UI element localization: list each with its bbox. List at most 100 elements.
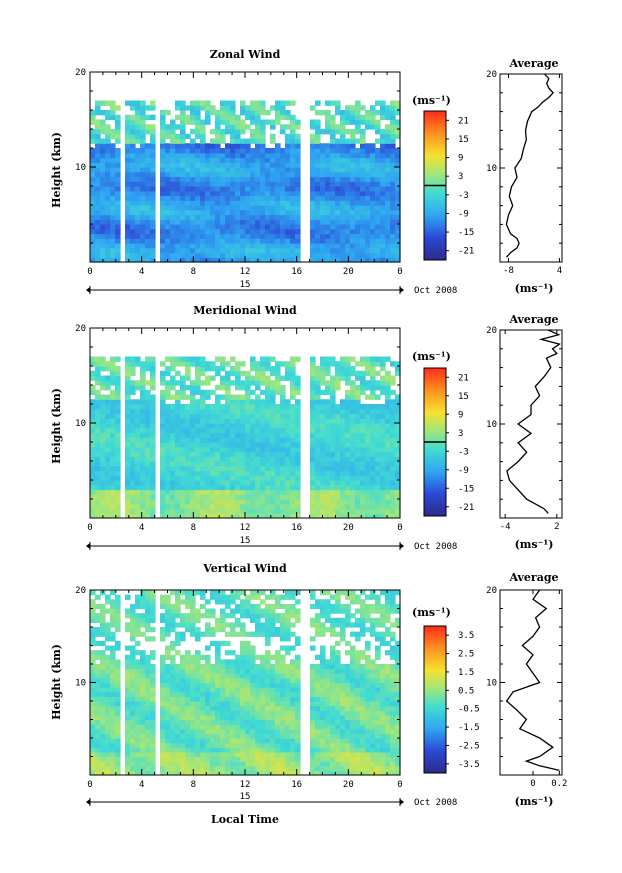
heatmap-cell: [360, 105, 366, 111]
heatmap-cell: [235, 247, 241, 254]
heatmap-cell: [210, 195, 216, 201]
heatmap-cell: [260, 427, 266, 434]
heatmap-cell: [390, 513, 396, 519]
heatmap-cell: [175, 247, 181, 254]
heatmap-cell: [100, 228, 106, 235]
heatmap-cell: [140, 171, 146, 178]
heatmap-cell: [220, 461, 226, 467]
heatmap-cell: [230, 742, 236, 748]
heatmap-cell: [370, 110, 376, 116]
heatmap-cell: [290, 214, 296, 220]
heatmap-cell: [200, 738, 206, 744]
heatmap-cell: [100, 247, 106, 254]
heatmap-cell: [195, 157, 201, 163]
heatmap-cell: [110, 650, 116, 656]
heatmap-cell: [105, 696, 111, 702]
heatmap-cell: [95, 138, 101, 144]
heatmap-cell: [310, 205, 316, 211]
heatmap-cell: [240, 162, 246, 168]
heatmap-cell: [230, 719, 236, 725]
heatmap-cell: [145, 733, 151, 739]
heatmap-cell: [335, 503, 341, 510]
heatmap-cell: [385, 171, 391, 178]
heatmap-cell: [125, 423, 131, 429]
heatmap-cell: [135, 224, 141, 230]
heatmap-cell: [390, 148, 396, 154]
heatmap-cell: [320, 233, 326, 239]
heatmap-cell: [245, 465, 251, 472]
heatmap-cell: [205, 176, 211, 182]
heatmap-cell: [230, 594, 236, 600]
heatmap-cell: [215, 418, 221, 424]
heatmap-cell: [135, 437, 141, 443]
heatmap-cell: [135, 257, 141, 263]
heatmap-cell: [395, 489, 401, 495]
heatmap-cell: [385, 389, 391, 396]
heatmap-cell: [175, 742, 181, 748]
heatmap-cell: [320, 408, 326, 415]
heatmap-cell: [110, 701, 116, 707]
heatmap-cell: [145, 167, 151, 173]
heatmap-cell: [215, 238, 221, 244]
heatmap-cell: [205, 110, 211, 116]
heatmap-cell: [310, 105, 316, 111]
heatmap-cell: [230, 664, 236, 670]
heatmap-cell: [350, 389, 356, 396]
heatmap-cell: [180, 167, 186, 173]
heatmap-cell: [285, 465, 291, 472]
heatmap-cell: [90, 659, 96, 665]
heatmap-cell: [150, 627, 156, 633]
heatmap-cell: [160, 446, 166, 453]
heatmap-cell: [190, 176, 196, 182]
heatmap-cell: [150, 489, 156, 495]
heatmap-cell: [195, 404, 201, 410]
heatmap-cell: [95, 247, 101, 254]
heatmap-cell: [395, 475, 401, 481]
heatmap-cell: [395, 110, 401, 116]
heatmap-cell: [295, 513, 301, 519]
heatmap-cell: [340, 148, 346, 154]
heatmap-cell: [110, 499, 116, 505]
heatmap-cell: [215, 148, 221, 154]
heatmap-cell: [370, 461, 376, 467]
heatmap-cell: [220, 770, 226, 776]
heatmap-cell: [290, 124, 296, 130]
heatmap-cell: [225, 714, 231, 721]
heatmap-cell: [220, 437, 226, 443]
heatmap-cell: [165, 252, 171, 258]
heatmap-cell: [365, 171, 371, 178]
heatmap-cell: [290, 252, 296, 258]
heatmap-cell: [215, 186, 221, 192]
heatmap-cell: [385, 489, 391, 495]
heatmap-cell: [125, 608, 131, 614]
heatmap-cell: [390, 480, 396, 486]
heatmap-cell: [385, 257, 391, 263]
heatmap-cell: [275, 148, 281, 154]
heatmap-cell: [135, 432, 141, 438]
heatmap-cell: [310, 442, 316, 448]
heatmap-cell: [315, 110, 321, 116]
heatmap-cell: [185, 209, 191, 216]
heatmap-cell: [225, 738, 231, 744]
heatmap-cell: [375, 190, 381, 197]
heatmap-cell: [105, 465, 111, 472]
heatmap-cell: [100, 404, 106, 410]
heatmap-cell: [190, 437, 196, 443]
heatmap-cell: [320, 404, 326, 410]
heatmap-cell: [170, 451, 176, 457]
profile-frame: [499, 329, 563, 519]
heatmap-cell: [230, 124, 236, 130]
heatmap-cell: [115, 608, 121, 614]
heatmap-cell: [235, 751, 241, 758]
heatmap-cell: [95, 747, 101, 753]
heatmap-cell: [290, 394, 296, 400]
heatmap-cell: [170, 413, 176, 419]
heatmap-cell: [95, 631, 101, 637]
heatmap-cell: [375, 152, 381, 159]
heatmap-cell: [105, 148, 111, 154]
heatmap-cell: [250, 677, 256, 684]
heatmap-cell: [130, 427, 136, 434]
heatmap-cell: [270, 446, 276, 453]
heatmap-cell: [175, 238, 181, 244]
